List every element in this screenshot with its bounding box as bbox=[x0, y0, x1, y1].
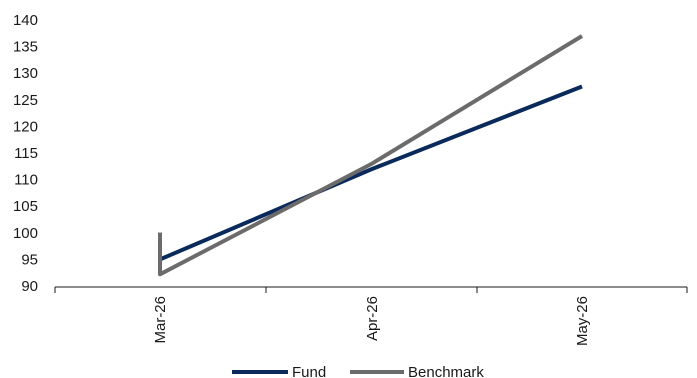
y-tick-label: 100 bbox=[13, 225, 38, 242]
series-line-benchmark bbox=[158, 34, 584, 277]
y-tick-label: 125 bbox=[13, 92, 38, 109]
y-tick-label: 95 bbox=[21, 251, 38, 268]
legend: Fund Benchmark bbox=[232, 364, 484, 378]
y-tick-label: 105 bbox=[13, 198, 38, 215]
legend-label-fund: Fund bbox=[292, 364, 326, 378]
y-tick-label: 90 bbox=[21, 278, 38, 295]
series-lines bbox=[158, 34, 584, 277]
x-tick-label: Mar-26 bbox=[152, 296, 169, 344]
y-tick-label: 130 bbox=[13, 65, 38, 82]
y-axis-tick-labels: 90 95 100 105 110 115 120 125 130 135 140 bbox=[13, 12, 38, 295]
x-tick-label: May-26 bbox=[574, 296, 591, 346]
y-tick-label: 120 bbox=[13, 118, 38, 135]
series-line-fund bbox=[158, 84, 583, 262]
x-axis-ticks bbox=[54, 287, 688, 293]
y-tick-label: 115 bbox=[14, 145, 38, 162]
x-tick-label: Apr-26 bbox=[364, 296, 381, 341]
y-tick-label: 140 bbox=[13, 12, 38, 29]
legend-label-benchmark: Benchmark bbox=[408, 364, 484, 378]
y-tick-label: 135 bbox=[13, 39, 38, 56]
x-axis-tick-labels: Mar-26 Apr-26 May-26 bbox=[152, 296, 591, 346]
y-tick-label: 110 bbox=[14, 172, 38, 189]
